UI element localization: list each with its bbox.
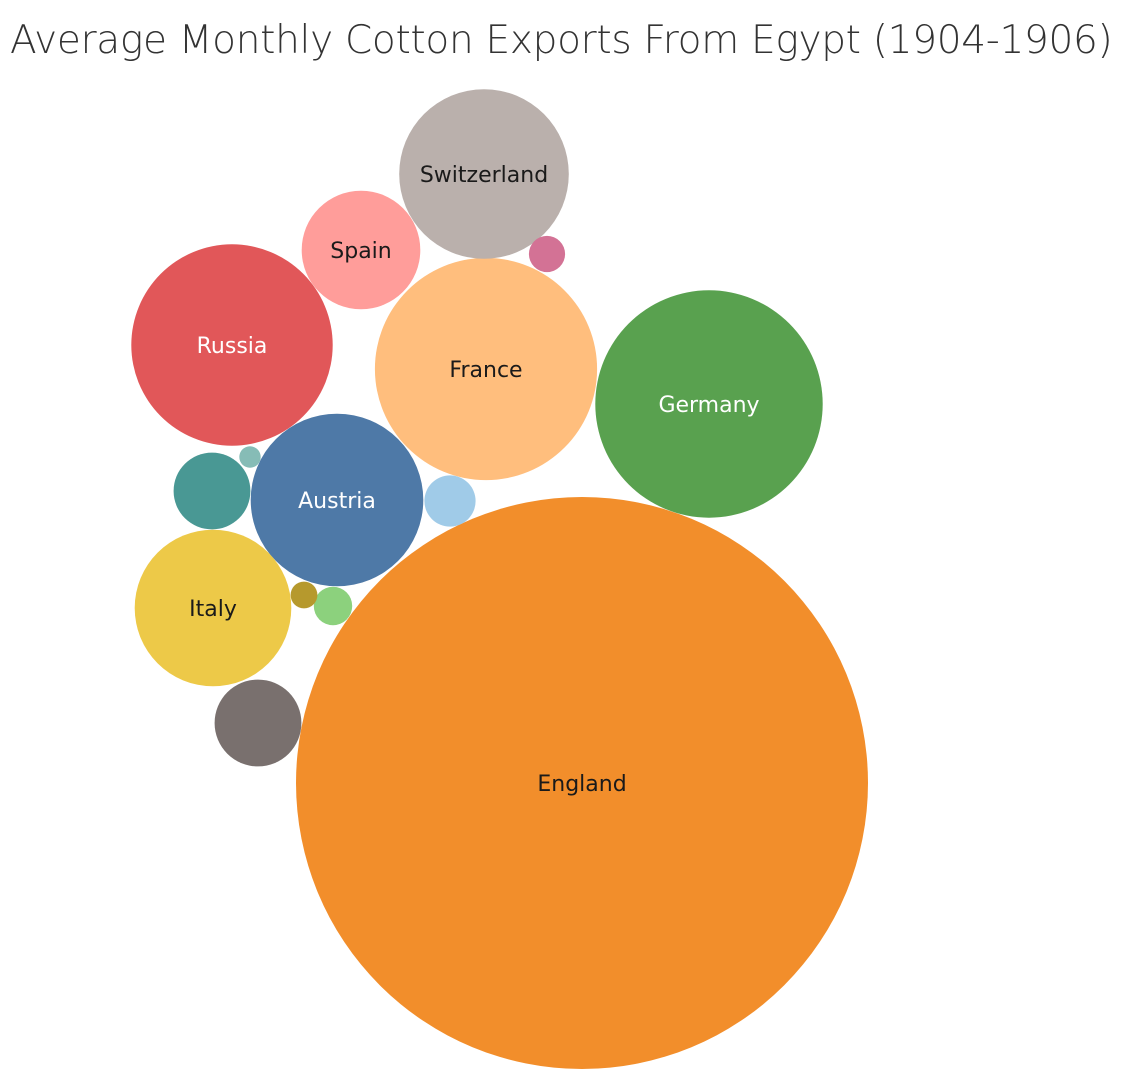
bubble-germany[interactable] [595, 290, 823, 518]
chart-title: Average Monthly Cotton Exports From Egyp… [10, 18, 1113, 63]
bubble-unlabeled-8[interactable] [214, 679, 302, 767]
bubble-label-spain: Spain [330, 239, 391, 264]
bubble-label-austria: Austria [298, 489, 376, 514]
bubble-unlabeled-11[interactable] [313, 586, 353, 626]
bubble-russia[interactable] [131, 244, 333, 446]
bubble-unlabeled-13[interactable] [290, 581, 318, 609]
bubble-label-switzerland: Switzerland [420, 163, 548, 188]
bubble-label-italy: Italy [189, 597, 237, 622]
bubble-spain[interactable] [301, 190, 421, 310]
bubble-label-france: France [449, 358, 522, 383]
bubble-unlabeled-9[interactable] [173, 452, 251, 530]
bubble-unlabeled-14[interactable] [239, 446, 261, 468]
bubble-austria[interactable] [250, 413, 424, 587]
bubble-label-russia: Russia [197, 334, 268, 359]
bubble-england[interactable] [296, 497, 868, 1069]
bubble-france[interactable] [374, 257, 598, 481]
bubble-italy[interactable] [134, 529, 292, 687]
bubble-switzerland[interactable] [399, 89, 569, 259]
bubble-label-germany: Germany [658, 393, 759, 418]
bubble-label-england: England [537, 772, 626, 797]
bubble-unlabeled-12[interactable] [528, 235, 566, 273]
bubble-unlabeled-10[interactable] [424, 475, 476, 527]
